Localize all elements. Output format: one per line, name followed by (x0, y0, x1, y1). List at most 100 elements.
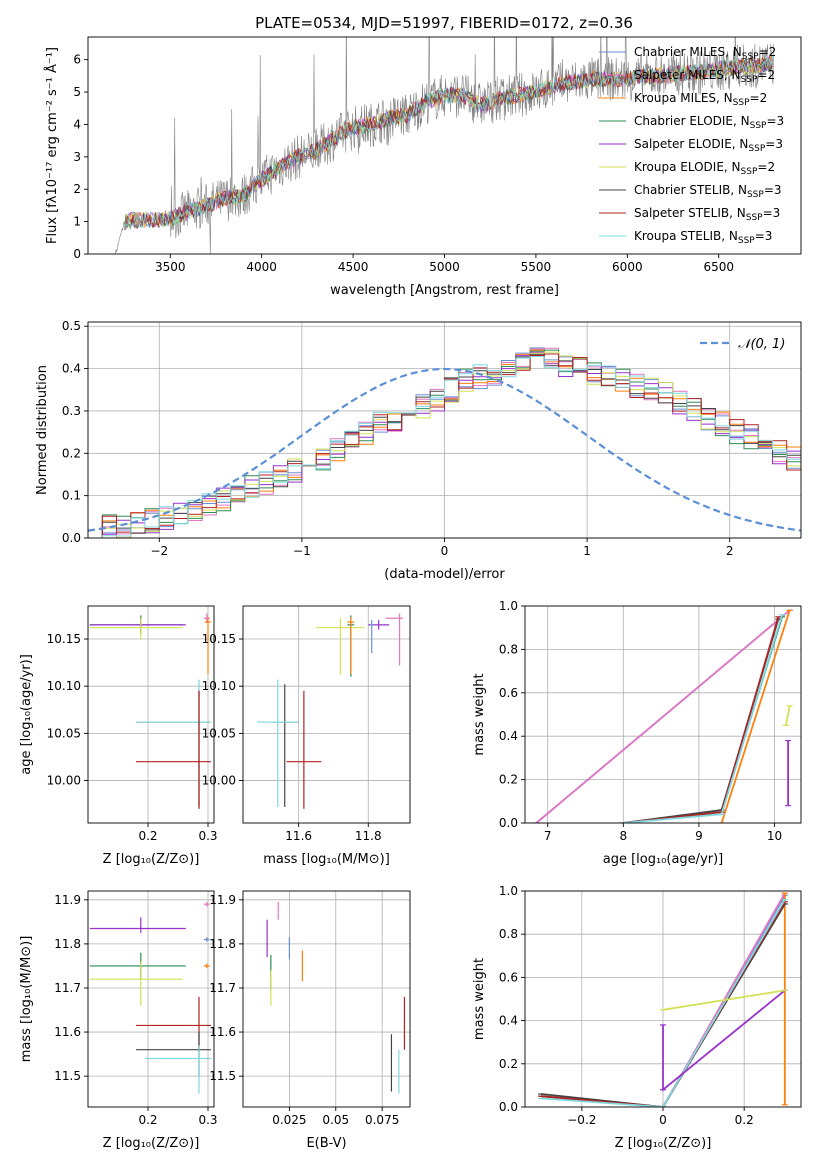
plot-area (89, 902, 211, 1094)
y-tick-label: 6 (73, 53, 81, 67)
legend-label: 𝒩(0, 1) (738, 337, 785, 352)
chart-panel-1: 3500 4000 4500 5000 5500 6000 6500 0 1 2 3 4 5 6 wavel… (44, 36, 802, 298)
plot-area (115, 37, 774, 254)
x-tick-label: 0.05 (322, 1113, 349, 1127)
x-tick-label: 2 (726, 544, 734, 558)
y-tick-label: 11.6 (54, 1025, 81, 1039)
x-axis-label: (data-model)/error (384, 567, 505, 582)
y-tick-label: 0.4 (499, 1014, 518, 1028)
y-tick-label: 10.10 (202, 679, 236, 693)
y-tick-label: 10.00 (202, 774, 236, 788)
x-tick-label: 0.2 (138, 829, 157, 843)
y-tick-label: 0 (73, 247, 81, 261)
legend-label: Salpeter STELIB, NSSP=3 (634, 206, 780, 223)
y-tick-label: 1.0 (499, 599, 518, 613)
y-tick-label: 0.6 (499, 686, 518, 700)
y-axis-label: mass weight (472, 958, 487, 1040)
x-tick-label: 10 (767, 829, 782, 843)
plot-area (89, 613, 211, 809)
chart-panel-3: 0.2 0.3 10.00 10.05 10.10 10.15 Z [log₁₀(Z/Z⊙)… (19, 605, 218, 867)
x-tick-label: 7 (544, 829, 552, 843)
x-tick-label: 9 (695, 829, 703, 843)
x-tick-label: 0.3 (198, 1113, 217, 1127)
residual-histogram-step (88, 356, 801, 538)
x-tick-label: 0.025 (272, 1113, 306, 1127)
model-spectrum-line (124, 55, 773, 230)
chart-panel-7: 0.025 0.05 0.075 11.5 11.6 11.7 11.8 11.9 E(B-V) (209, 890, 411, 1151)
y-tick-label: 11.9 (209, 893, 236, 907)
x-tick-label: 0.075 (365, 1113, 399, 1127)
x-tick-label: 3500 (155, 260, 186, 274)
plot-area (533, 609, 793, 823)
x-tick-label: 8 (619, 829, 627, 843)
chart-panel-8: −0.2 0 0.2 0.0 0.2 0.4 0.6 0.8 1.0 Z [log₁₀(Z/Z⊙)… (472, 884, 802, 1151)
y-tick-label: 11.5 (54, 1069, 81, 1083)
x-tick-label: 6000 (612, 260, 643, 274)
panels: 3500 4000 4500 5000 5500 6000 6500 0 1 2 3 4 5 6 wavel… (19, 36, 802, 1151)
y-axis-label: Normed distribution (35, 365, 50, 495)
y-tick-label: 0.6 (499, 970, 518, 984)
mass-weight-line (535, 609, 791, 823)
plot-area (538, 892, 788, 1107)
figure-title: PLATE=0534, MJD=51997, FIBERID=0172, z=0… (255, 14, 633, 32)
y-tick-label: 4 (73, 117, 81, 131)
y-tick-label: 11.7 (209, 981, 236, 995)
x-tick-label: 4000 (246, 260, 277, 274)
x-tick-label: −0.2 (567, 1113, 596, 1127)
x-tick-label: 0.2 (138, 1113, 157, 1127)
x-tick-label: −1 (293, 544, 311, 558)
y-tick-label: 1 (73, 215, 81, 229)
mass-weight-line (541, 899, 786, 1107)
y-axis-label: age [log₁₀(age/yr)] (19, 654, 34, 775)
x-axis-label: E(B-V) (306, 1136, 346, 1151)
axes-frame (242, 605, 411, 824)
y-tick-label: 0.3 (62, 404, 81, 418)
y-axis-label: mass [log₁₀(M/M⊙)] (19, 936, 34, 1063)
mass-weight-line (785, 705, 791, 726)
y-tick-label: 0.2 (499, 1057, 518, 1071)
legend-label: Salpeter MILES, NSSP=2 (634, 68, 775, 85)
y-tick-label: 0.2 (499, 773, 518, 787)
y-tick-label: 11.8 (54, 937, 81, 951)
gaussian-curve (88, 367, 801, 532)
plot-area (256, 613, 404, 809)
y-axis-label: mass weight (472, 673, 487, 755)
x-tick-label: 11.6 (285, 829, 312, 843)
y-tick-label: 0.2 (62, 446, 81, 460)
x-tick-label: 0 (441, 544, 449, 558)
x-axis-label: Z [log₁₀(Z/Z⊙)] (103, 1136, 200, 1151)
x-tick-label: 0.3 (198, 829, 217, 843)
chart-panel-5: 7 8 9 10 0.0 0.2 0.4 0.6 0.8 1.0 age [log₁₀(age/yr… (472, 599, 802, 867)
y-tick-label: 5 (73, 85, 81, 99)
y-tick-label: 11.9 (54, 893, 81, 907)
y-tick-label: 0.0 (62, 531, 81, 545)
y-tick-label: 11.6 (209, 1025, 236, 1039)
y-tick-label: 0.1 (62, 489, 81, 503)
y-tick-label: 2 (73, 182, 81, 196)
y-tick-label: 0.0 (499, 1100, 518, 1114)
y-tick-label: 0.4 (499, 729, 518, 743)
y-tick-label: 11.5 (209, 1069, 236, 1083)
chart-panel-2: −2 −1 0 1 2 0.0 0.1 0.2 0.3 0.4 0.5 (data-model)/er… (35, 319, 802, 582)
x-tick-label: 0.2 (735, 1113, 754, 1127)
axes-frame (242, 890, 411, 1108)
legend-label: Chabrier STELIB, NSSP=3 (634, 183, 782, 200)
legend-label: Chabrier MILES, NSSP=2 (634, 45, 776, 62)
x-tick-label: 5500 (521, 260, 552, 274)
x-tick-label: 0 (659, 1113, 667, 1127)
y-tick-label: 3 (73, 150, 81, 164)
y-tick-label: 0.8 (499, 642, 518, 656)
x-axis-label: age [log₁₀(age/yr)] (603, 852, 724, 867)
mass-weight-line (662, 989, 785, 1011)
x-axis-label: Z [log₁₀(Z/Z⊙)] (615, 1136, 712, 1151)
y-tick-label: 10.10 (47, 679, 81, 693)
axes-frame (87, 890, 215, 1108)
y-tick-label: 10.00 (47, 774, 81, 788)
x-axis-label: Z [log₁₀(Z/Z⊙)] (103, 852, 200, 867)
legend-label: Kroupa ELODIE, NSSP=2 (634, 160, 775, 177)
axes-frame (524, 605, 802, 824)
x-tick-label: 5000 (429, 260, 460, 274)
x-tick-label: 1 (583, 544, 591, 558)
